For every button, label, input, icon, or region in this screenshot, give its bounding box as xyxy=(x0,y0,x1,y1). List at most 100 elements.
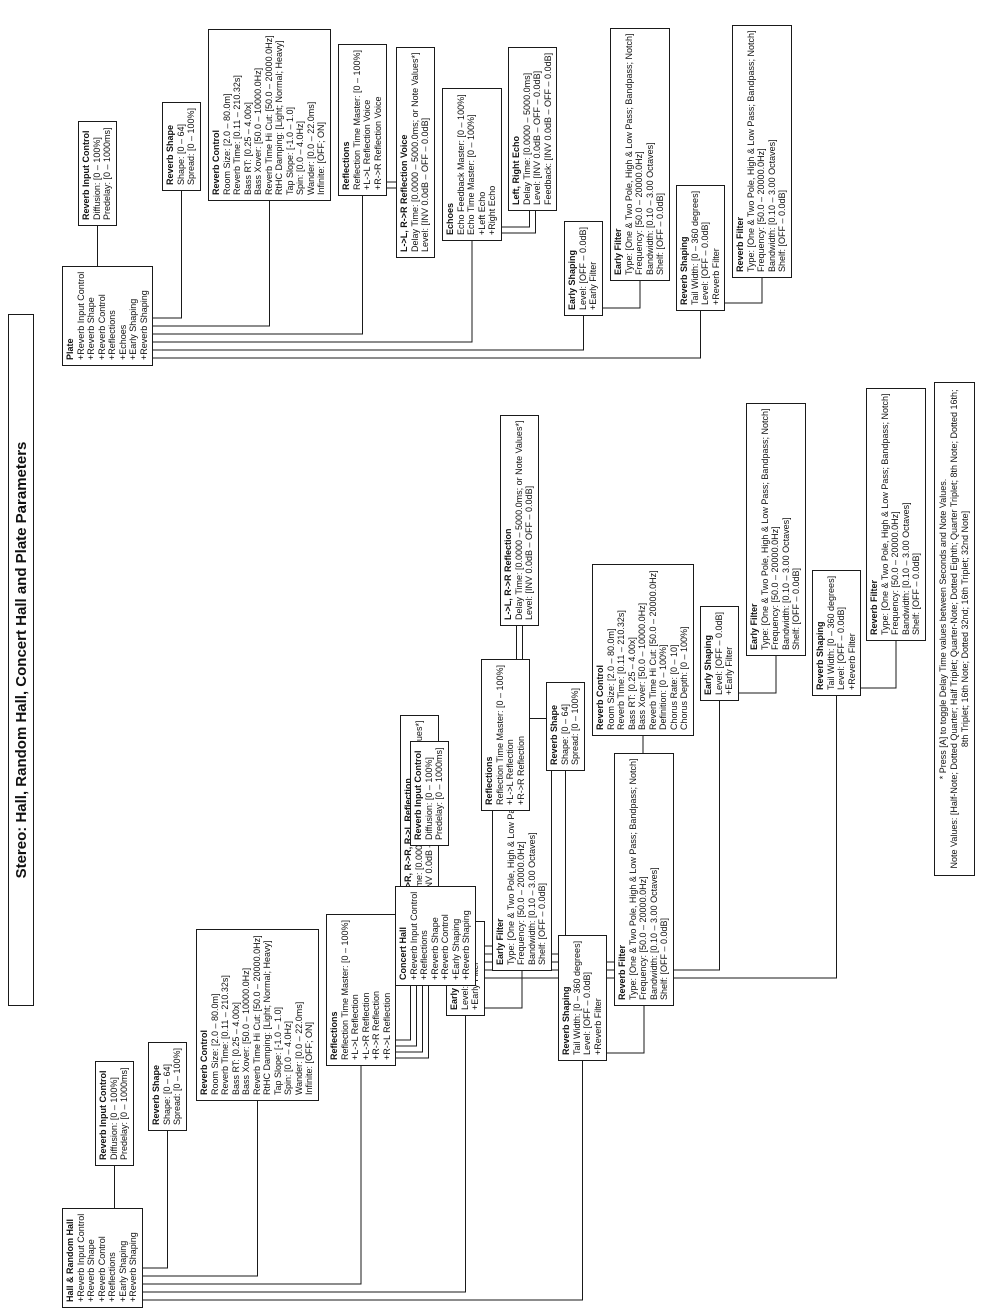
param-line: Spread: [0 – 100%] xyxy=(186,107,196,185)
tree-connector xyxy=(153,316,584,351)
box-title: Reverb Control xyxy=(199,1029,209,1095)
param-line: Frequency: [50.0 – 20000.0Hz] xyxy=(634,151,644,275)
param-line: Room Size: [2.0 – 80.0m] xyxy=(209,993,220,1095)
param-line: Room Size: [2.0 – 80.0m] xyxy=(221,93,232,195)
param-line: +Reverb Shaping xyxy=(128,1232,138,1302)
param-line: Spin: [0.0 – 4.0Hz] xyxy=(295,120,305,195)
box-concert-early-filter: Early Filter Type: [One & Two Pole, High … xyxy=(746,402,806,656)
param-line: +Early Shaping xyxy=(450,918,461,980)
param-line: Level: [OFF – 0.0dB] xyxy=(713,611,724,695)
param-line: Delay Time: [0.0000 – 5000.0ms; or Note … xyxy=(513,420,524,620)
tree-connector xyxy=(143,1131,168,1269)
box-title: Left, Right Echo xyxy=(511,136,521,205)
box-title: Reverb Input Control xyxy=(413,750,423,841)
box-title: Hall & Random Hall xyxy=(65,1218,75,1302)
param-line: +Reverb Filter xyxy=(592,998,603,1055)
box-title: Echoes xyxy=(445,202,455,235)
param-line: +Reverb Control xyxy=(96,294,107,360)
param-line: +Reverb Filter xyxy=(710,248,721,305)
param-line: Level: [OFF – 0.0dB] xyxy=(700,221,710,305)
param-line: Wander: [0.0 – 22.0ms] xyxy=(293,1001,304,1095)
tree-connector xyxy=(739,656,777,694)
box-concert-reverb-shape: Reverb Shape Shape: [0 – 64] Spread: [0 – … xyxy=(546,681,585,771)
box-concert-reverb-filter: Reverb Filter Type: [One & Two Pole, High… xyxy=(866,387,926,641)
tree-connector xyxy=(153,241,473,343)
param-line: Type: [One & Two Pole, High & Low Pass; … xyxy=(627,758,638,1000)
box-title: Reverb Filter xyxy=(617,944,627,1000)
param-line: Bass Xover: [50.0 – 10000.0Hz] xyxy=(241,967,251,1095)
box-title: Early Shaping xyxy=(567,249,577,310)
param-line: Reverb Time: [0.11 – 210.32s] xyxy=(616,610,626,730)
param-line: +Right Echo xyxy=(487,185,497,235)
param-line: Frequency: [50.0 – 20000.0Hz] xyxy=(770,526,780,650)
param-line: Predelay: [0 – 1000ms] xyxy=(434,747,444,840)
param-line: Diffusion: [0 – 100%] xyxy=(423,757,434,840)
tree-connector xyxy=(143,1101,258,1277)
box-concert-reverb-control: Reverb Control Room Size: [2.0 – 80.0m] Re… xyxy=(592,564,694,736)
box-hall-reverb-shape: Reverb Shape Shape: [0 – 64] Spread: [0 – … xyxy=(148,1041,187,1131)
box-title: L->L, R->R Reflection Voice xyxy=(399,134,409,252)
box-concert-reflection-detail: L->L, R->R Reflection Delay Time: [0.0000… xyxy=(500,414,539,626)
box-title: Reverb Filter xyxy=(735,216,745,272)
param-line: Type: [One & Two Pole, High & Low Pass; … xyxy=(745,30,756,272)
tree-connector xyxy=(485,971,523,1009)
param-line: Level: [INV 0.0dB – OFF – 0.0dB] xyxy=(532,70,542,205)
box-concert-early-shaping: Early Shaping Level: [OFF – 0.0dB] +Early … xyxy=(700,605,739,701)
param-line: Type: [One & Two Pole, High & Low Pass; … xyxy=(759,408,770,650)
param-line: Shelf: [OFF – 0.0dB] xyxy=(777,189,787,272)
param-line: Predelay: [0 – 1000ms] xyxy=(102,127,112,220)
param-line: Level: [OFF – 0.0dB] xyxy=(836,606,846,690)
param-line: +L->R Reflection xyxy=(360,992,371,1060)
tree-connector xyxy=(153,196,363,335)
param-line: +Reverb Input Control xyxy=(75,271,86,360)
param-line: RtHC Damping: [Light; Normal; Heavy] xyxy=(274,40,284,195)
param-line: Reverb Time: [0.11 – 210.32s] xyxy=(232,75,242,195)
footnote-line-1: * Press [A] to toggle Delay Time values … xyxy=(938,478,948,780)
param-line: Reflection Time Master: [0 – 100%] xyxy=(339,919,350,1060)
tree-connector xyxy=(502,211,536,234)
param-line: Tap Slope: [-1.0 – 1.0] xyxy=(272,1006,283,1095)
param-line: Definition: [0 – 100%] xyxy=(658,644,668,730)
box-title: Early Filter xyxy=(749,603,759,650)
footnote-box: * Press [A] to toggle Delay Time values … xyxy=(934,382,975,876)
tree-connector xyxy=(143,1061,583,1301)
param-line: +Echoes xyxy=(117,324,128,360)
box-title: Reverb Shape xyxy=(549,704,559,765)
param-line: +Early Filter xyxy=(588,261,598,310)
box-title: L->L, R->R Reflection xyxy=(503,528,513,620)
param-line: +L->L Reflection xyxy=(350,994,360,1060)
box-title: Concert Hall xyxy=(398,926,408,980)
tree-connector xyxy=(502,211,530,228)
param-line: +R->L Reflection xyxy=(381,992,392,1060)
tree-connector xyxy=(861,641,897,689)
param-line: Echo Feedback Master: [0 – 100%] xyxy=(455,94,466,235)
box-title: Reflections xyxy=(329,1011,339,1060)
param-line: +Reverb Control xyxy=(96,1236,107,1302)
box-plate-reverb-filter: Reverb Filter Type: [One & Two Pole, High… xyxy=(732,24,792,278)
param-line: Reverb Time Hi Cut: [50.0 – 20000.0Hz] xyxy=(251,935,262,1095)
box-title: Reverb Input Control xyxy=(81,130,91,221)
box-hall-reverb-filter: Reverb Filter Type: [One & Two Pole, High… xyxy=(614,752,674,1006)
box-hall-reflections: Reflections Reflection Time Master: [0 – … xyxy=(326,913,396,1066)
param-line: +Reverb Shaping xyxy=(138,290,149,360)
box-title: Reverb Shape xyxy=(165,124,175,185)
param-line: Predelay: [0 – 1000ms] xyxy=(119,1067,129,1160)
param-line: +Reverb Shape xyxy=(429,917,440,980)
param-line: Tail Width: [0 – 360 degrees] xyxy=(571,940,582,1055)
param-line: Shape: [0 – 64] xyxy=(175,123,186,185)
param-line: Shelf: [OFF – 0.0dB] xyxy=(791,567,801,650)
param-line: Frequency: [50.0 – 20000.0Hz] xyxy=(638,876,648,1000)
param-line: Bass Xover: [50.0 – 10000.0Hz] xyxy=(253,67,263,195)
param-line: Diffusion: [0 – 100%] xyxy=(108,1077,119,1160)
box-plate-reverb-shape: Reverb Shape Shape: [0 – 64] Spread: [0 – … xyxy=(162,101,201,191)
tree-connector xyxy=(143,1066,362,1285)
param-line: Chorus Depth: [0 – 100%] xyxy=(679,626,689,730)
box-plate-root: Plate +Reverb Input Control +Reverb Shape +… xyxy=(62,265,153,366)
param-line: +R->R Reflection xyxy=(371,990,381,1060)
param-line: Bandwidth: [0.10 – 3.00 Octaves] xyxy=(648,867,659,1000)
box-hall-reverb-control: Reverb Control Room Size: [2.0 – 80.0m] Re… xyxy=(196,929,319,1101)
param-line: +Left Echo xyxy=(476,191,487,235)
param-line: +Reverb Input Control xyxy=(75,1213,86,1302)
param-line: Shape: [0 – 64] xyxy=(559,703,570,765)
